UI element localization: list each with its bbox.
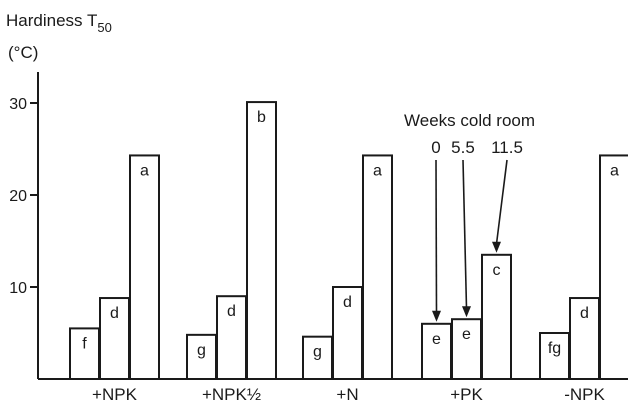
annotation-arrow-head <box>462 306 471 318</box>
bar-groups: f d a g d b g d a e e c fg d a <box>69 101 628 381</box>
bar-significance-letter: fg <box>548 340 561 357</box>
bar-significance-letter: b <box>257 109 266 126</box>
bar-significance-letter: c <box>493 262 501 279</box>
bar <box>539 332 570 380</box>
bar-significance-letter: a <box>140 162 149 179</box>
y-axis-title: Hardiness T50 <box>6 11 112 35</box>
bar-significance-letter: d <box>110 305 119 322</box>
annotation-arrow-line <box>462 159 468 309</box>
y-axis-title-subscript: 50 <box>97 20 111 35</box>
bar-significance-letter: e <box>462 326 471 343</box>
annotation-week-label: 0 <box>431 138 440 157</box>
bar <box>129 154 160 380</box>
bar <box>246 101 277 381</box>
bar-significance-letter: d <box>343 294 352 311</box>
bar-significance-letter: e <box>432 331 441 348</box>
y-axis-ticks: 10 20 30 <box>9 96 38 297</box>
annotation-arrow-line <box>435 159 438 313</box>
y-tick-label: 30 <box>9 96 27 113</box>
category-label: +PK <box>450 385 483 404</box>
bar-significance-letter: g <box>197 342 206 359</box>
category-label: +NPK½ <box>202 385 261 404</box>
bar <box>362 154 393 380</box>
category-label: +N <box>336 385 358 404</box>
category-label: +NPK <box>92 385 138 404</box>
annotation-week-label: 5.5 <box>451 138 475 157</box>
bar-significance-letter: d <box>227 303 236 320</box>
bar-significance-letter: g <box>313 344 322 361</box>
bar-significance-letter: a <box>610 162 619 179</box>
annotation-title: Weeks cold room <box>404 111 535 130</box>
y-axis-unit: (°C) <box>8 43 38 62</box>
bar-significance-letter: a <box>373 162 382 179</box>
y-tick-label: 10 <box>9 280 27 297</box>
bar <box>599 154 628 380</box>
y-tick-label: 20 <box>9 188 27 205</box>
annotation-arrow-line <box>495 159 508 244</box>
bar-significance-letter: d <box>580 305 589 322</box>
bar <box>451 318 482 381</box>
annotation-week-label: 11.5 <box>491 138 523 157</box>
cold-room-annotation: Weeks cold room 0 5.5 11.5 <box>404 111 535 322</box>
annotation-arrow-head <box>432 310 441 322</box>
category-label: -NPK <box>564 385 605 404</box>
category-labels: +NPK +NPK½ +N +PK -NPK <box>92 385 605 404</box>
annotation-arrow-head <box>492 241 501 253</box>
y-axis-title-main: Hardiness T <box>6 11 97 30</box>
bar-significance-letter: f <box>82 335 87 352</box>
